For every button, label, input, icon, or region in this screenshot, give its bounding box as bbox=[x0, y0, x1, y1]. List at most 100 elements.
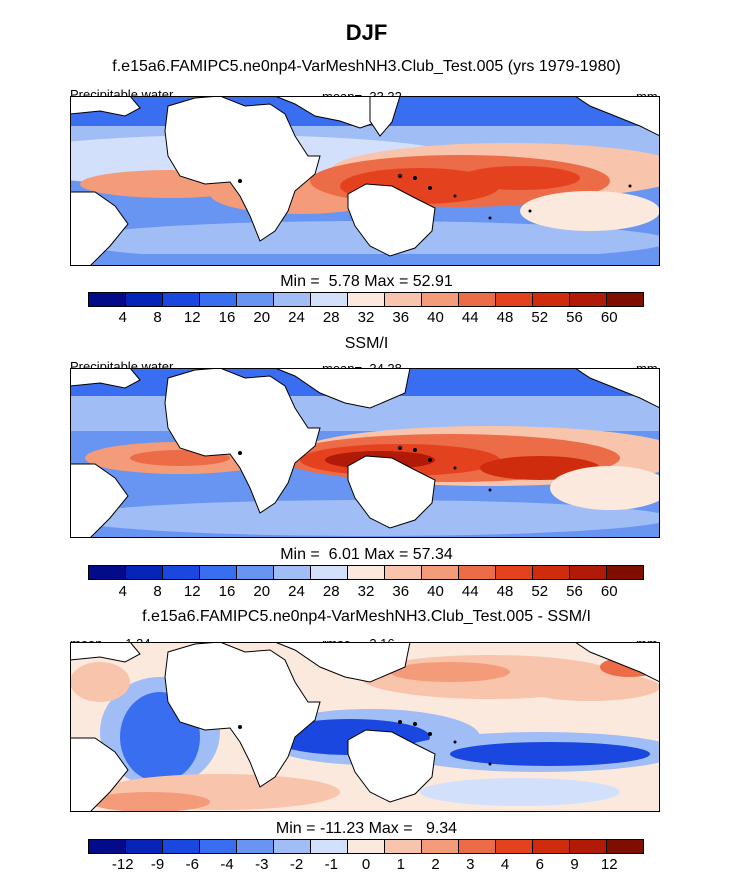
colorbar-segment bbox=[163, 566, 200, 579]
panel3-minmax: Min = -11.23 Max = 9.34 bbox=[0, 820, 733, 838]
panel2-min-value: 6.01 bbox=[328, 546, 360, 563]
main-title: DJF bbox=[345, 20, 388, 45]
colorbar-tick-label: 8 bbox=[153, 583, 162, 600]
colorbar-segment bbox=[607, 840, 643, 853]
colorbar-segment bbox=[274, 293, 311, 306]
colorbar-segment bbox=[533, 840, 570, 853]
panel1-land bbox=[70, 96, 660, 266]
colorbar-segment bbox=[200, 293, 237, 306]
panel1-min-label: Min = bbox=[280, 273, 320, 290]
colorbar-segment bbox=[496, 293, 533, 306]
panel1-max-label: Max = bbox=[364, 273, 409, 290]
colorbar-tick-label: 60 bbox=[600, 583, 618, 600]
colorbar-segment bbox=[274, 840, 311, 853]
panel3-map bbox=[70, 642, 660, 812]
colorbar-tick-label: 8 bbox=[153, 309, 162, 326]
colorbar-tick-label: 4 bbox=[118, 583, 127, 600]
colorbar-tick-label: 1 bbox=[396, 856, 405, 873]
colorbar-tick-label: 32 bbox=[357, 309, 375, 326]
colorbar-tick-label: -4 bbox=[220, 856, 234, 873]
colorbar-tick-label: 0 bbox=[361, 856, 371, 873]
colorbar-segment bbox=[422, 566, 459, 579]
colorbar-tick-label: 48 bbox=[496, 583, 514, 600]
colorbar-segment bbox=[459, 293, 496, 306]
panel3-colorbar bbox=[88, 839, 644, 854]
colorbar-segment bbox=[570, 566, 607, 579]
colorbar-segment bbox=[459, 840, 496, 853]
colorbar-segment bbox=[200, 566, 237, 579]
panel2-islands bbox=[238, 446, 492, 492]
panel3-land bbox=[70, 642, 660, 812]
colorbar-tick-label: 16 bbox=[218, 309, 236, 326]
colorbar-segment bbox=[89, 566, 126, 579]
panel1-max-value: 52.91 bbox=[412, 273, 453, 290]
colorbar-tick-label: 56 bbox=[566, 309, 583, 326]
colorbar-segment bbox=[126, 566, 163, 579]
panel1-colorbar bbox=[88, 292, 644, 307]
colorbar-tick-label: 20 bbox=[253, 309, 271, 326]
colorbar-segment bbox=[496, 840, 533, 853]
panel3-min-value: -11.23 bbox=[319, 820, 365, 837]
colorbar-segment bbox=[385, 840, 422, 853]
colorbar-segment bbox=[89, 293, 126, 306]
panel2-land bbox=[70, 368, 660, 538]
colorbar-tick-label: 24 bbox=[288, 309, 305, 326]
colorbar-segment bbox=[311, 566, 348, 579]
colorbar-tick-label: -9 bbox=[150, 856, 165, 873]
colorbar-segment bbox=[496, 566, 533, 579]
colorbar-segment bbox=[163, 293, 200, 306]
colorbar-segment bbox=[163, 840, 200, 853]
colorbar-segment bbox=[237, 566, 274, 579]
colorbar-segment bbox=[348, 840, 385, 853]
panel2-max-label: Max = bbox=[364, 546, 409, 563]
panel3-min-label: Min = bbox=[275, 820, 316, 837]
panel2-title: SSM/I bbox=[344, 335, 389, 352]
colorbar-segment bbox=[570, 293, 607, 306]
colorbar-tick-label: 12 bbox=[600, 856, 618, 873]
panel2-colorbar bbox=[88, 565, 644, 580]
colorbar-tick-label: 2 bbox=[431, 856, 440, 873]
colorbar-tick-label: -3 bbox=[255, 856, 269, 873]
colorbar-segment bbox=[570, 840, 607, 853]
panel2-max-value: 57.34 bbox=[412, 546, 453, 563]
colorbar-tick-label: 48 bbox=[496, 309, 514, 326]
colorbar-segment bbox=[459, 566, 496, 579]
colorbar-segment bbox=[533, 566, 570, 579]
colorbar-tick-label: 24 bbox=[288, 583, 305, 600]
colorbar-segment bbox=[385, 566, 422, 579]
colorbar-segment bbox=[126, 840, 163, 853]
colorbar-tick-label: 52 bbox=[531, 309, 549, 326]
panel3-max-label: Max = bbox=[368, 820, 413, 837]
colorbar-tick-label: 9 bbox=[570, 856, 579, 873]
colorbar-tick-label: 4 bbox=[118, 309, 127, 326]
colorbar-segment bbox=[348, 566, 385, 579]
colorbar-tick-label: -1 bbox=[324, 856, 338, 873]
panel3-max-value: 9.34 bbox=[425, 820, 458, 837]
panel2-colorbar-ticks: 4 8 12 16 20 24 28 32 36 40 44 48 52 56 60 bbox=[88, 583, 644, 601]
colorbar-tick-label: 56 bbox=[566, 583, 583, 600]
colorbar-tick-label: 60 bbox=[600, 309, 618, 326]
colorbar-segment bbox=[126, 293, 163, 306]
colorbar-tick-label: 44 bbox=[461, 583, 479, 600]
colorbar-tick-label: 32 bbox=[357, 583, 375, 600]
colorbar-segment bbox=[422, 840, 459, 853]
colorbar-tick-label: -2 bbox=[289, 856, 304, 873]
colorbar-tick-label: 52 bbox=[531, 583, 549, 600]
panel1-islands bbox=[238, 174, 632, 220]
colorbar-tick-label: 12 bbox=[183, 583, 201, 600]
colorbar-segment bbox=[348, 293, 385, 306]
panel1-min-value: 5.78 bbox=[328, 273, 360, 290]
colorbar-tick-label: 28 bbox=[322, 309, 340, 326]
colorbar-tick-label: 36 bbox=[392, 583, 410, 600]
colorbar-tick-label: 12 bbox=[183, 309, 201, 326]
colorbar-tick-label: 40 bbox=[427, 309, 444, 326]
colorbar-segment bbox=[237, 840, 274, 853]
colorbar-tick-label: 44 bbox=[461, 309, 479, 326]
colorbar-tick-label: 36 bbox=[392, 309, 410, 326]
panel2-min-label: Min = bbox=[280, 546, 320, 563]
colorbar-segment bbox=[89, 840, 126, 853]
colorbar-tick-label: -6 bbox=[185, 856, 199, 873]
colorbar-segment bbox=[607, 293, 643, 306]
colorbar-segment bbox=[385, 293, 422, 306]
panel3-title: f.e15a6.FAMIPC5.ne0np4-VarMeshNH3.Club_T… bbox=[142, 608, 591, 625]
